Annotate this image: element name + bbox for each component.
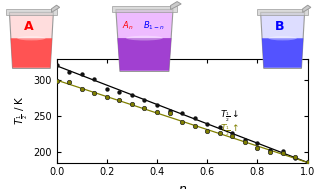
Point: [67, 71, 72, 74]
FancyBboxPatch shape: [6, 9, 57, 15]
Point: [217, 131, 222, 134]
Point: [255, 146, 260, 149]
Point: [205, 122, 210, 125]
Point: [154, 111, 160, 114]
Point: [280, 152, 285, 155]
Point: [154, 103, 160, 106]
Point: [242, 138, 247, 141]
Point: [79, 87, 84, 90]
Point: [142, 107, 147, 110]
Point: [167, 112, 172, 115]
Text: A: A: [24, 20, 33, 33]
Point: [104, 87, 109, 90]
Polygon shape: [262, 38, 303, 68]
Point: [167, 109, 172, 112]
Point: [180, 121, 185, 124]
Polygon shape: [11, 38, 52, 68]
FancyBboxPatch shape: [257, 9, 308, 15]
Point: [192, 125, 197, 128]
Point: [242, 141, 247, 144]
Point: [129, 93, 134, 96]
Point: [230, 134, 235, 137]
Point: [117, 98, 122, 101]
Y-axis label: $T_{\frac{1}{2}}$ / K: $T_{\frac{1}{2}}$ / K: [14, 96, 30, 125]
Point: [230, 131, 235, 134]
Polygon shape: [9, 12, 53, 68]
Point: [192, 116, 197, 119]
Polygon shape: [116, 9, 173, 71]
Polygon shape: [171, 2, 181, 9]
Point: [255, 141, 260, 144]
Point: [268, 150, 273, 153]
Point: [268, 148, 273, 151]
X-axis label: $n$: $n$: [178, 183, 187, 189]
Point: [180, 111, 185, 114]
Point: [142, 99, 147, 102]
Polygon shape: [51, 5, 60, 12]
Point: [205, 129, 210, 132]
Point: [117, 91, 122, 94]
Point: [280, 150, 285, 153]
Ellipse shape: [268, 36, 297, 40]
Point: [129, 103, 134, 106]
Text: $T_{\frac{1}{2}}$$\downarrow$: $T_{\frac{1}{2}}$$\downarrow$: [220, 109, 239, 125]
Point: [217, 125, 222, 128]
Text: $A_n$: $A_n$: [122, 19, 134, 32]
Point: [54, 64, 59, 67]
Point: [305, 160, 310, 163]
FancyBboxPatch shape: [112, 5, 177, 12]
Polygon shape: [117, 38, 171, 71]
Text: $B_{1-n}$: $B_{1-n}$: [143, 19, 165, 32]
Point: [293, 156, 298, 159]
Polygon shape: [261, 12, 305, 68]
Point: [79, 73, 84, 76]
Point: [67, 81, 72, 84]
Point: [293, 156, 298, 159]
Text: B: B: [275, 20, 284, 33]
Point: [92, 92, 97, 95]
Polygon shape: [303, 5, 311, 12]
Point: [104, 96, 109, 99]
Text: $T_{\frac{1}{2}}$$\uparrow$: $T_{\frac{1}{2}}$$\uparrow$: [220, 123, 239, 138]
Ellipse shape: [17, 36, 46, 40]
Point: [92, 77, 97, 80]
Point: [54, 80, 59, 83]
Ellipse shape: [126, 36, 163, 40]
Point: [305, 161, 310, 164]
